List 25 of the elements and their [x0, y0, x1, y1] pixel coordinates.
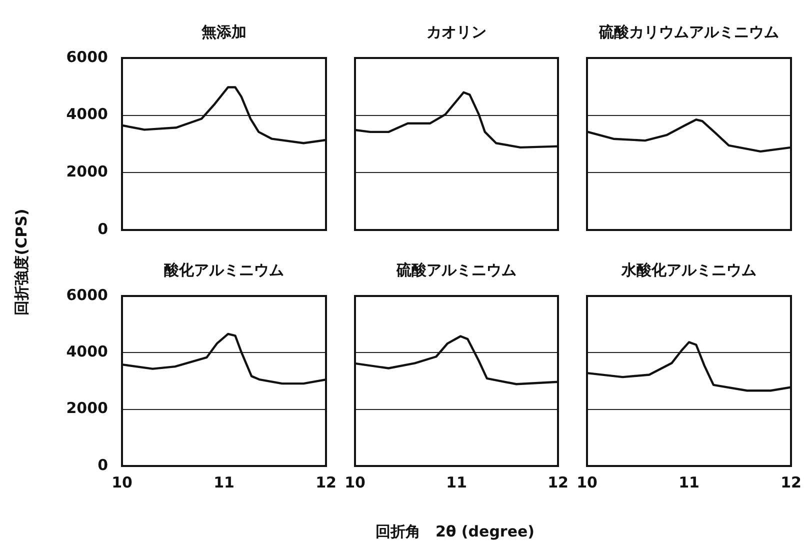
chart-title: 硫酸カリウムアルミニウム — [599, 22, 779, 42]
x-tick-label: 12 — [548, 473, 568, 492]
x-axis-title: 回折角 2θ (degree) — [375, 522, 535, 542]
x-tick-label: 11 — [446, 473, 467, 492]
y-tick-label: 4000 — [66, 342, 108, 361]
y-tick-label: 4000 — [66, 105, 108, 124]
y-axis-title: 回折強度(CPS) — [12, 208, 32, 316]
x-tick-label: 11 — [678, 473, 700, 492]
x-tick-label: 10 — [576, 473, 598, 492]
y-tick-label: 6000 — [66, 286, 108, 304]
y-tick-label: 6000 — [66, 48, 108, 66]
chart-title: 水酸化アルミニウム — [622, 260, 756, 280]
x-tick-label: 10 — [112, 473, 132, 492]
x-tick-label: 10 — [344, 473, 366, 492]
chart-title: カオリン — [426, 22, 486, 42]
x-tick-label: 11 — [214, 473, 234, 492]
y-tick-label: 0 — [98, 220, 108, 238]
chart-title: 無添加 — [202, 22, 246, 42]
y-tick-label: 2000 — [66, 162, 108, 181]
y-tick-label: 0 — [98, 456, 108, 474]
y-tick-label: 2000 — [66, 399, 108, 418]
chart-title: 硫酸アルミニウム — [396, 260, 516, 280]
chart-title: 酸化アルミニウム — [164, 260, 284, 280]
x-tick-label: 12 — [780, 473, 802, 492]
x-tick-label: 12 — [316, 473, 336, 492]
